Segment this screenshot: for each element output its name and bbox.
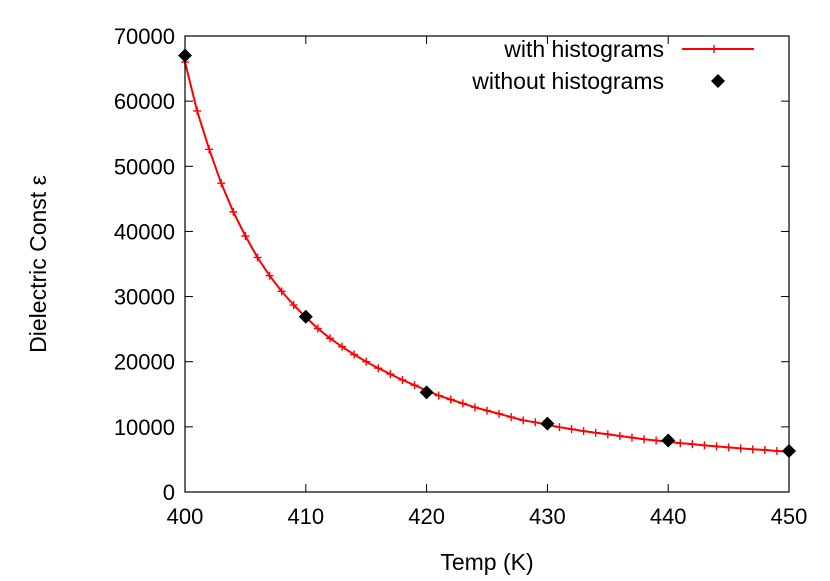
plus-marker <box>470 403 479 412</box>
series-line-with-histograms <box>184 61 790 453</box>
x-tick-label: 410 <box>287 504 324 529</box>
plus-marker <box>615 431 624 440</box>
ticks-layer: 400 410 420 430 440 450 0 10000 20000 30000 40000 5… <box>114 24 808 529</box>
plus-marker <box>640 435 649 444</box>
y-tick-label: 40000 <box>114 219 175 244</box>
plus-marker <box>531 418 540 427</box>
plus-marker <box>434 391 443 400</box>
plus-marker <box>205 145 214 154</box>
plus-marker <box>495 409 504 418</box>
plus-marker <box>736 444 745 453</box>
plus-marker <box>410 381 419 390</box>
plus-marker <box>519 416 528 425</box>
plus-marker <box>483 406 491 415</box>
plus-marker <box>446 395 455 404</box>
plus-marker <box>458 399 467 408</box>
plus-marker <box>591 428 600 437</box>
plot-layer <box>178 48 796 458</box>
plus-marker <box>265 271 274 280</box>
diamond-marker <box>298 309 313 324</box>
legend-plus-marker <box>710 45 718 53</box>
plus-marker <box>398 375 407 384</box>
plus-marker <box>627 433 636 442</box>
plus-marker <box>241 231 250 240</box>
plus-marker <box>313 324 322 333</box>
plus-marker <box>229 207 238 216</box>
plus-marker <box>350 350 359 359</box>
plus-marker <box>325 334 334 343</box>
x-tick-label: 430 <box>529 504 566 529</box>
plus-marker <box>217 179 226 188</box>
x-axis-title: Temp (K) <box>440 549 533 575</box>
plus-marker <box>772 446 781 455</box>
legend-label-without-histograms: without histograms <box>471 68 664 94</box>
x-tick-label: 440 <box>650 504 687 529</box>
plus-marker <box>603 430 612 439</box>
x-tick-label: 450 <box>771 504 808 529</box>
plus-marker <box>724 443 733 452</box>
plus-marker <box>748 445 757 454</box>
legend-diamond-marker <box>711 74 725 88</box>
y-tick-label: 70000 <box>114 24 175 49</box>
y-tick-label: 30000 <box>114 285 175 310</box>
y-axis-title: Dielectric Const ε <box>25 175 51 353</box>
plus-marker <box>289 301 298 310</box>
plus-marker <box>760 445 769 454</box>
plus-marker <box>362 357 371 366</box>
plot-frame <box>184 35 790 493</box>
plus-marker <box>567 425 576 434</box>
y-tick-label: 0 <box>163 480 175 505</box>
plus-marker <box>253 253 262 262</box>
y-tick-label: 10000 <box>114 415 175 440</box>
legend: with histograms without histograms <box>471 36 754 94</box>
legend-label-with-histograms: with histograms <box>503 36 664 62</box>
y-tick-label: 50000 <box>114 154 175 179</box>
y-tick-label: 60000 <box>114 89 175 114</box>
plus-marker <box>386 370 395 379</box>
plus-marker <box>338 342 347 351</box>
plus-marker <box>700 441 709 450</box>
diamond-marker <box>540 416 555 431</box>
plus-marker <box>688 440 697 449</box>
plus-marker <box>507 413 516 422</box>
x-tick-label: 420 <box>408 504 445 529</box>
plus-marker <box>676 439 685 448</box>
plus-marker <box>652 436 661 445</box>
diamond-marker <box>661 433 676 448</box>
plus-marker <box>193 106 202 115</box>
plus-marker <box>374 364 383 373</box>
y-tick-label: 20000 <box>114 350 175 375</box>
plus-marker <box>555 423 564 432</box>
diamond-marker <box>419 385 434 400</box>
x-tick-label: 400 <box>167 504 204 529</box>
plus-marker <box>579 427 588 436</box>
plus-marker <box>712 442 721 451</box>
plus-marker <box>277 287 286 296</box>
